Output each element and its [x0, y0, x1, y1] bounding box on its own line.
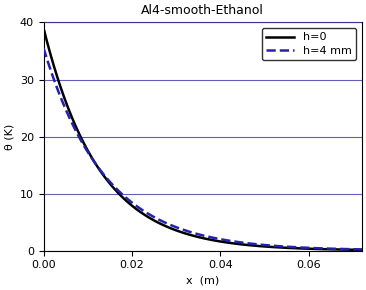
h=4 mm: [170, 224, 175, 227]
h=4 mm: [260, 243, 264, 246]
h=0: [74, 125, 78, 129]
h=0: [360, 248, 364, 252]
h=4 mm: [290, 245, 294, 249]
Line: h=4 mm: h=4 mm: [44, 48, 362, 249]
Legend: h=0, h=4 mm: h=0, h=4 mm: [262, 28, 356, 60]
Title: Al4-smooth-Ethanol: Al4-smooth-Ethanol: [141, 4, 264, 17]
h=0: [290, 246, 294, 250]
h=0: [41, 26, 46, 30]
h=4 mm: [182, 228, 186, 232]
Y-axis label: θ (K): θ (K): [4, 124, 14, 150]
h=4 mm: [41, 46, 46, 50]
h=4 mm: [74, 130, 78, 133]
h=0: [170, 227, 175, 231]
Line: h=0: h=0: [44, 28, 362, 250]
X-axis label: x  (m): x (m): [186, 276, 219, 286]
h=0: [182, 231, 186, 235]
h=0: [295, 246, 300, 250]
h=4 mm: [360, 248, 364, 251]
h=0: [260, 244, 264, 248]
h=4 mm: [295, 246, 300, 249]
